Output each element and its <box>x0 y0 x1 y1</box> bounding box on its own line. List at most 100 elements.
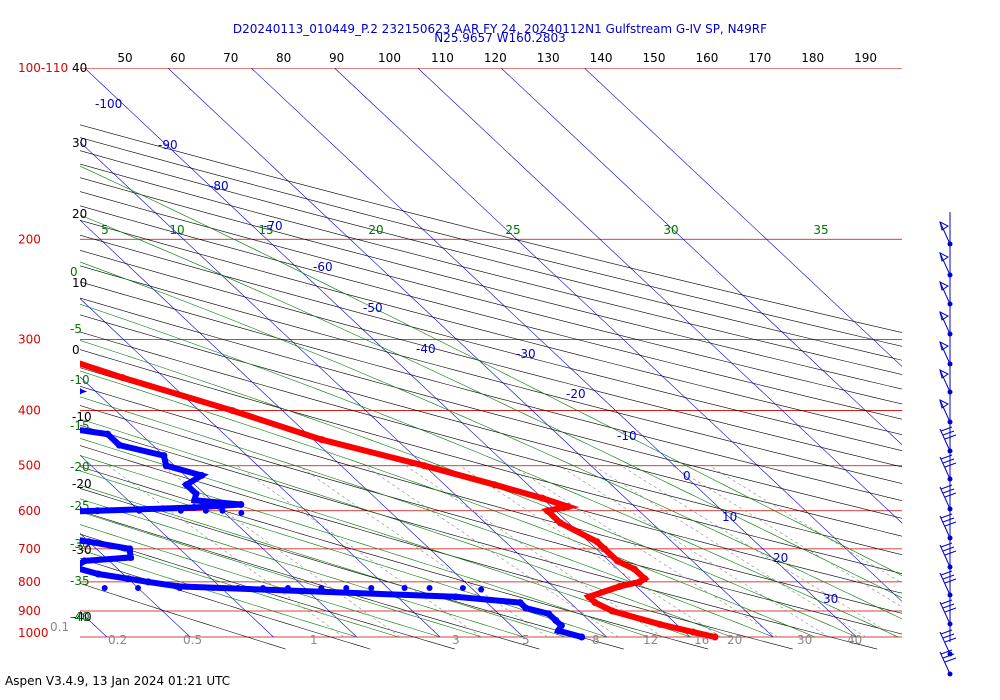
mixing-ratio-label: 0.2 <box>108 633 127 647</box>
wind-barb-flag <box>939 369 949 379</box>
mixing-ratio-line <box>405 465 663 638</box>
top-axis-label: 60 <box>170 51 185 65</box>
wind-barb-feather <box>940 570 953 576</box>
isotherm-label: -10 <box>617 429 637 443</box>
footer-caption: Aspen V3.4.9, 13 Jan 2024 01:21 UTC <box>5 674 231 688</box>
wind-barb-feather <box>942 574 955 580</box>
wind-barb-feather <box>944 521 957 527</box>
wind-barb-feather <box>942 430 955 436</box>
dewpoint-point <box>45 422 52 429</box>
mixing-ratio-line <box>709 465 902 584</box>
moist-adiabat <box>80 455 649 638</box>
dewpoint-point <box>191 496 199 504</box>
wind-barb-feather <box>940 513 953 519</box>
dry-adiabat <box>80 367 902 594</box>
pressure-label: 500 <box>18 459 41 473</box>
isotherm-label: 0 <box>683 469 691 483</box>
dewpoint-point <box>198 471 206 479</box>
moist-adiabat <box>80 511 482 638</box>
isotherm-label: -80 <box>209 179 229 193</box>
altitude-label: -10 <box>72 410 92 424</box>
wind-barb-feather <box>940 426 953 432</box>
dry-adiabat <box>80 386 902 614</box>
isotherm-label: 20 <box>773 551 788 565</box>
moist-adiabat <box>80 396 774 638</box>
dewpoint-point <box>162 462 170 470</box>
dry-adiabat <box>80 466 709 650</box>
mixing-ratio-line <box>559 465 829 638</box>
pressure-label: 300 <box>18 332 41 346</box>
dry-adiabat <box>80 191 902 405</box>
mixing-ratio-label: 5 <box>522 633 530 647</box>
dry-adiabat <box>80 349 902 574</box>
dewpoint-point <box>452 593 460 601</box>
pressure-label: 700 <box>18 542 41 556</box>
pressure-label: 900 <box>18 604 41 618</box>
dewpoint-point <box>127 554 135 562</box>
dewpoint-sparse-point <box>101 584 108 591</box>
moist-adiabat-label: -20 <box>70 460 90 474</box>
isotherm-label: 10 <box>722 510 737 524</box>
dewpoint-point <box>182 481 190 489</box>
wind-barb-feather <box>944 607 957 613</box>
mixing-ratio-line <box>298 465 548 638</box>
dewpoint-point <box>578 633 586 641</box>
moist-adiabat <box>80 165 902 576</box>
dry-adiabat <box>80 177 902 390</box>
dry-adiabat <box>80 163 902 375</box>
wind-barb-shaft <box>939 601 951 625</box>
isotherm-line <box>80 141 607 638</box>
wind-barb-feather <box>944 637 957 643</box>
temperature-point <box>631 565 639 573</box>
temperature-point <box>543 507 551 515</box>
wind-barb-shaft <box>939 544 951 568</box>
wind-barb-feather <box>944 434 957 440</box>
mixing-ratio-label: 1 <box>310 633 318 647</box>
moist-adiabat-label: -35 <box>70 574 90 588</box>
wind-barb-feather <box>942 653 955 659</box>
top-axis-label: 190 <box>854 51 877 65</box>
mixing-ratio-line <box>511 465 778 638</box>
dewpoint-point <box>85 538 93 546</box>
isotherm-line <box>167 68 774 638</box>
temperature-point <box>318 436 326 444</box>
isotherm-label: -90 <box>158 138 178 152</box>
mixing-ratio-label: 3 <box>452 633 460 647</box>
wind-barb-feather <box>942 517 955 523</box>
dry-adiabat <box>80 331 902 556</box>
top-axis-label: 150 <box>643 51 666 65</box>
dry-adiabat <box>80 424 878 650</box>
dewpoint-sparse-point <box>426 584 433 591</box>
dewpoint-sparse-point <box>459 584 466 591</box>
isotherm-line <box>500 68 902 446</box>
grid-layer <box>80 68 902 650</box>
temperature-point <box>608 607 616 615</box>
temperature-point <box>613 557 621 565</box>
chart-title-line2: N25.9657 W160.2803 <box>434 31 566 45</box>
wind-barb-flag <box>939 311 949 321</box>
dewpoint-point <box>552 616 560 624</box>
moist-adiabat-label: -40 <box>70 610 90 624</box>
dry-adiabat <box>80 297 902 519</box>
wind-barb-shaft <box>939 281 951 305</box>
wind-barb-shaft <box>939 341 951 365</box>
dewpoint-point <box>94 507 102 515</box>
isotherm-line <box>250 68 857 638</box>
wind-barb-feather <box>944 492 957 498</box>
top-axis-label: 130 <box>537 51 560 65</box>
dewpoint-sparse-point <box>238 509 245 516</box>
wind-barb-shaft <box>939 651 951 675</box>
temperature-point <box>711 633 719 641</box>
top-axis-label: 170 <box>748 51 771 65</box>
wind-barb-shaft <box>939 456 951 480</box>
dewpoint-point <box>190 503 198 511</box>
dewpoint-sparse-point <box>259 584 266 591</box>
isotherm-line <box>334 68 902 602</box>
wind-barb-feather <box>940 649 953 655</box>
wind-barb-shaft <box>939 252 951 276</box>
isotherm-label: -50 <box>363 301 383 315</box>
dewpoint-point <box>545 610 553 618</box>
altitude-label: 30 <box>72 136 87 150</box>
